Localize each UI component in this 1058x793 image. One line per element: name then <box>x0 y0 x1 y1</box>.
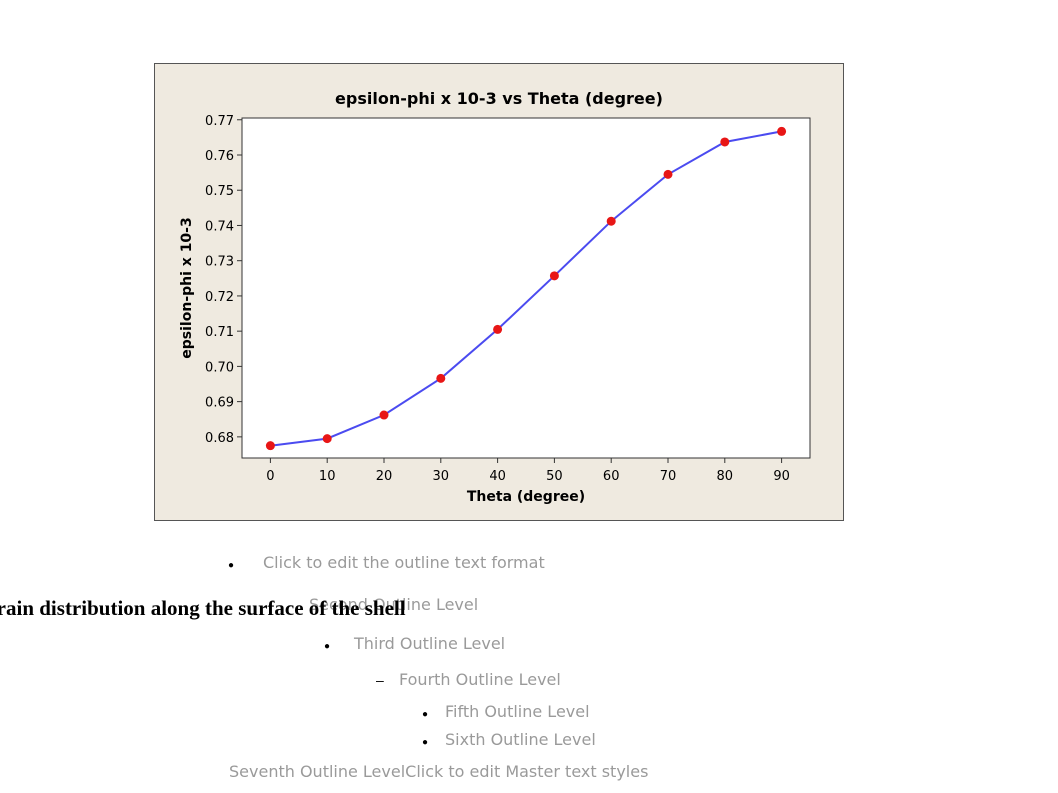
data-point <box>777 126 787 136</box>
y-tick-label: 0.74 <box>205 219 234 234</box>
data-point <box>606 216 616 226</box>
chart-frame: epsilon-phi x 10-3 vs Theta (degree) The… <box>154 63 844 521</box>
x-tick-label: 10 <box>319 469 336 484</box>
bullet-icon: ● <box>422 709 429 720</box>
x-tick-label: 60 <box>603 469 620 484</box>
x-tick-label: 30 <box>433 469 450 484</box>
y-tick-label: 0.76 <box>205 149 234 164</box>
data-point <box>322 434 332 444</box>
dash-icon: – <box>376 672 384 688</box>
x-tick-label: 80 <box>717 469 734 484</box>
chart-title: epsilon-phi x 10-3 vs Theta (degree) <box>335 89 663 108</box>
y-tick-label: 0.73 <box>205 255 234 270</box>
outline-level-7[interactable]: Seventh Outline LevelClick to edit Maste… <box>229 762 649 781</box>
x-tick-label: 70 <box>660 469 677 484</box>
outline-level-2[interactable]: Second Outline Level <box>309 595 479 614</box>
series-line <box>270 130 782 447</box>
outline-level-1[interactable]: Click to edit the outline text format <box>263 553 545 572</box>
data-point <box>663 169 673 179</box>
y-tick-label: 0.71 <box>205 325 234 340</box>
y-tick-label: 0.70 <box>205 360 234 375</box>
outline-level-6[interactable]: Sixth Outline Level <box>445 730 596 749</box>
y-axis-label: epsilon-phi x 10-3 <box>179 217 195 358</box>
slide-caption: Strain distribution along the surface of… <box>0 596 406 620</box>
x-tick-label: 50 <box>546 469 563 484</box>
y-tick-label: 0.69 <box>205 396 234 411</box>
data-point <box>265 441 275 451</box>
x-tick-label: 40 <box>489 469 506 484</box>
y-tick-label: 0.75 <box>205 184 234 199</box>
x-axis-label: Theta (degree) <box>467 489 585 505</box>
data-point <box>436 373 446 383</box>
y-tick-label: 0.77 <box>205 114 234 129</box>
data-point <box>549 271 559 281</box>
bullet-icon: ● <box>324 641 331 652</box>
plot-area <box>241 117 811 459</box>
data-point <box>493 324 503 334</box>
x-tick-label: 0 <box>266 469 274 484</box>
x-tick-label: 90 <box>773 469 790 484</box>
bullet-icon: ● <box>422 737 429 748</box>
outline-level-4[interactable]: Fourth Outline Level <box>399 670 561 689</box>
bullet-icon: ● <box>228 560 235 571</box>
data-point <box>379 410 389 420</box>
data-point <box>720 137 730 147</box>
y-tick-label: 0.68 <box>205 431 234 446</box>
x-tick-label: 20 <box>376 469 393 484</box>
y-tick-label: 0.72 <box>205 290 234 305</box>
chart: epsilon-phi x 10-3 vs Theta (degree) The… <box>154 63 844 521</box>
outline-level-5[interactable]: Fifth Outline Level <box>445 702 590 721</box>
outline-level-3[interactable]: Third Outline Level <box>354 634 506 653</box>
